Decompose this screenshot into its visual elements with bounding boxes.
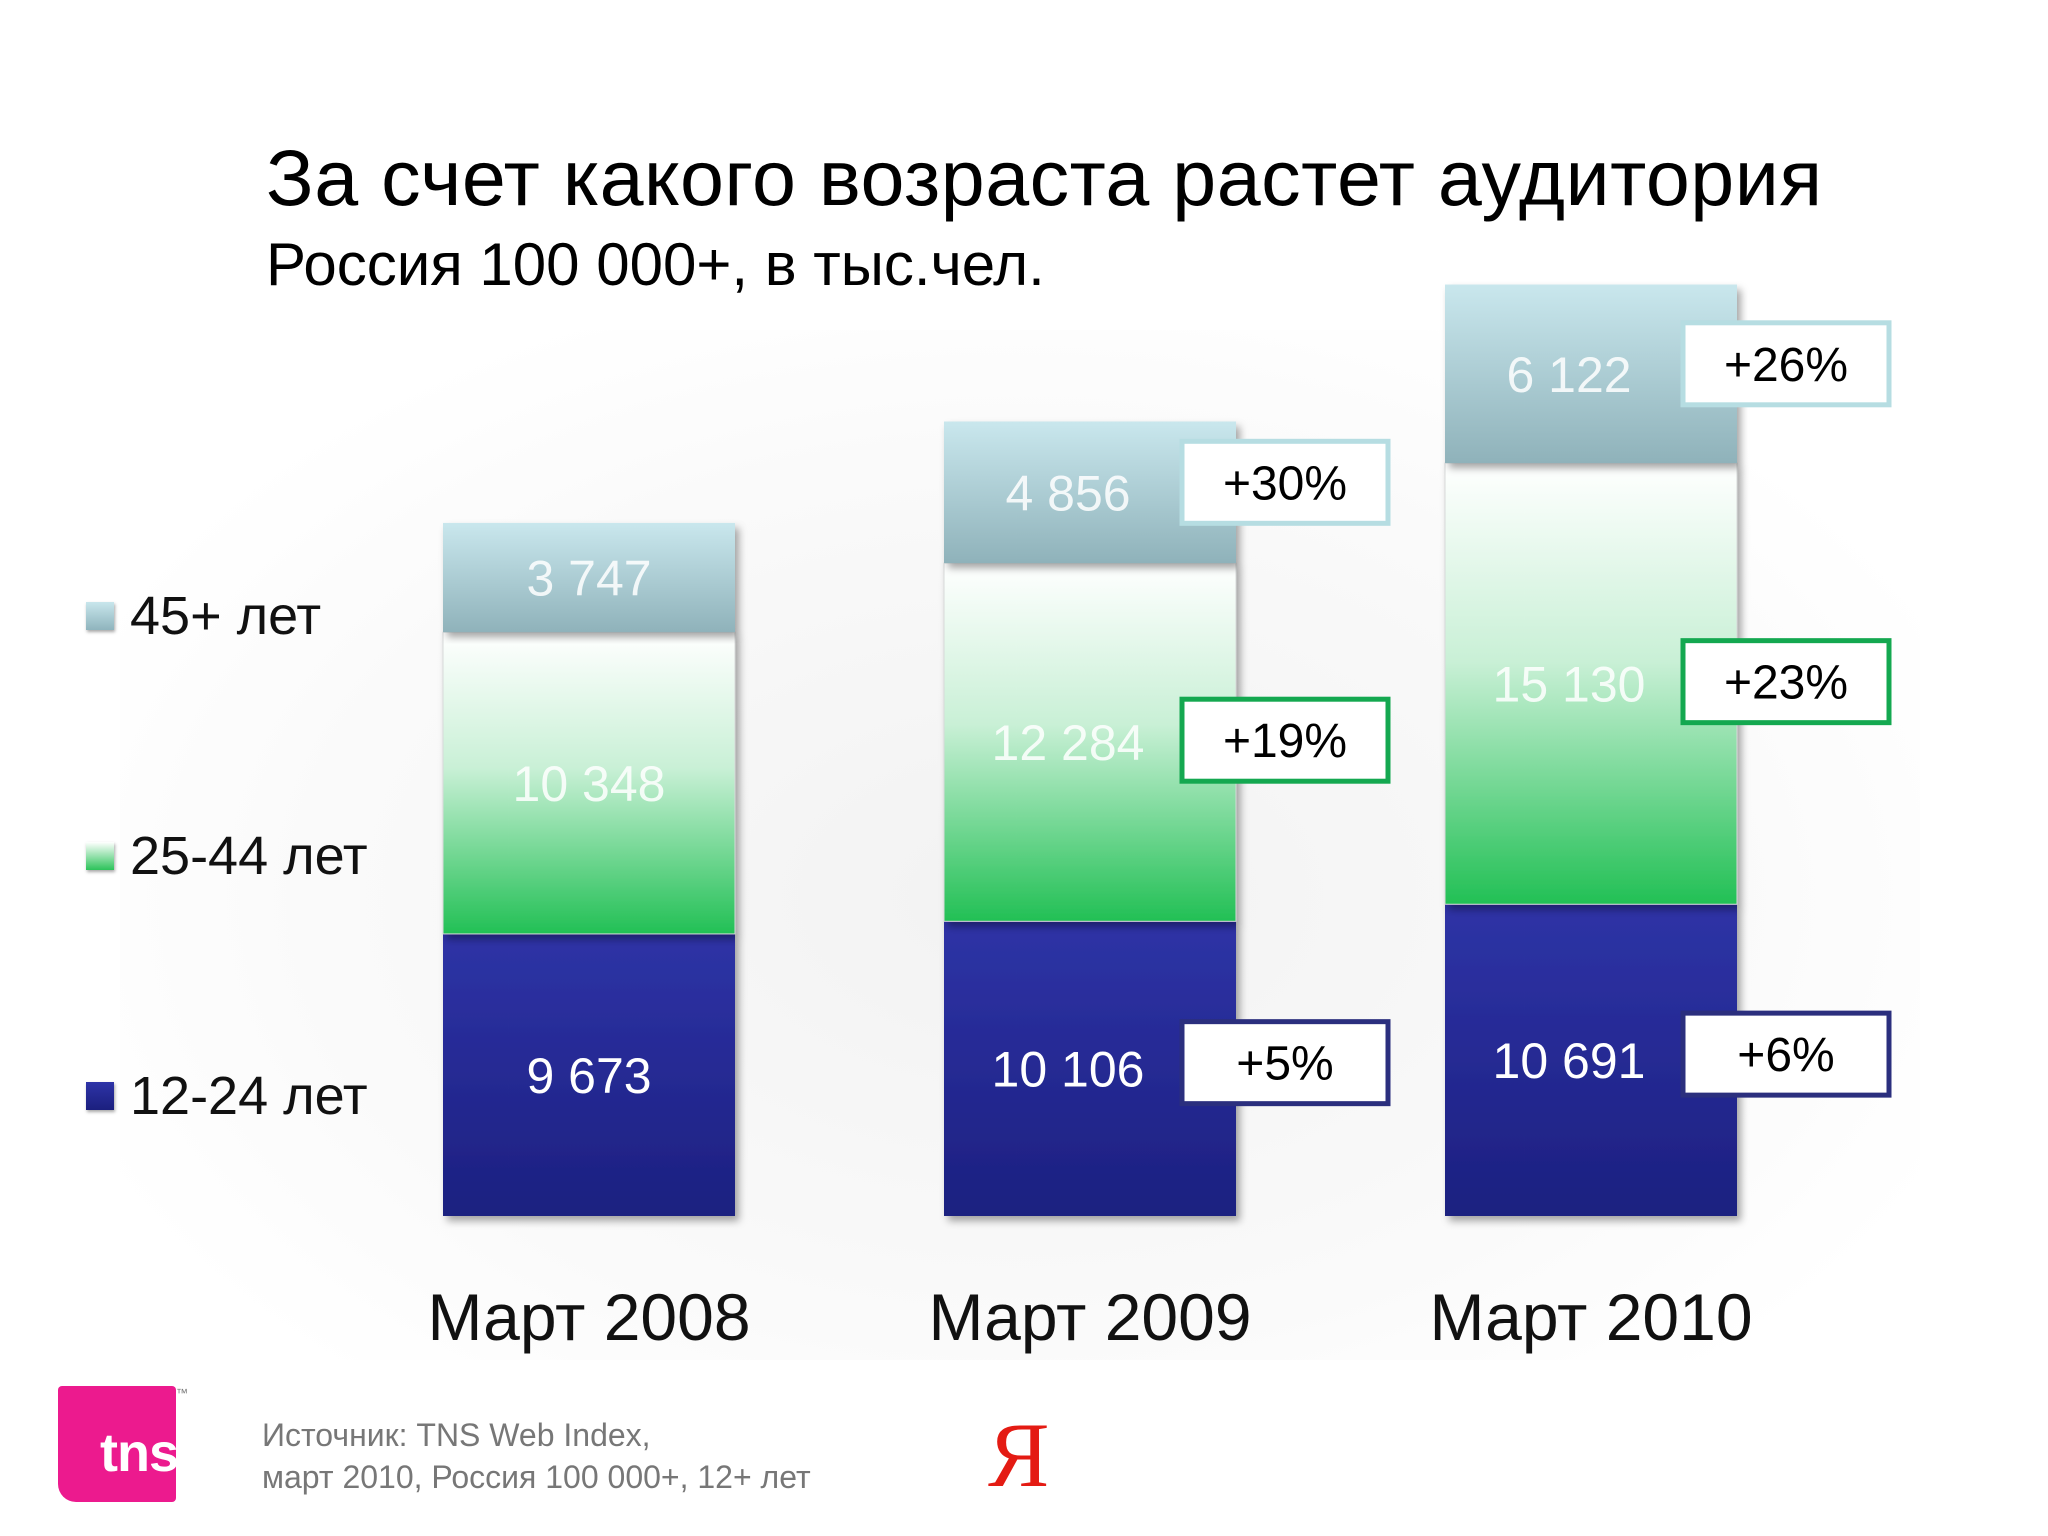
legend-swatch-45-plus	[86, 602, 114, 630]
source-line-2: март 2010, Россия 100 000+, 12+ лет	[262, 1459, 811, 1495]
tns-logo: tns	[58, 1386, 176, 1502]
growth-box-45-plus-2	[1179, 438, 1391, 526]
slide-title: За счет какого возраста растет аудитория	[266, 133, 1823, 222]
growth-box-12-24-2	[1179, 1019, 1391, 1107]
value-label-25-44-3: 15 130	[1493, 657, 1646, 713]
growth-label-45-plus-3: +26%	[1724, 339, 1848, 392]
growth-box-25-44-2	[1179, 696, 1391, 784]
growth-label-45-plus-2: +30%	[1223, 457, 1347, 510]
source-line-1: Источник: TNS Web Index,	[262, 1417, 651, 1453]
legend-swatch-25-44	[86, 842, 114, 870]
growth-label-25-44-2: +19%	[1223, 715, 1347, 768]
bar-25-44-1	[442, 631, 736, 935]
growth-label-12-24-3: +6%	[1737, 1029, 1834, 1082]
growth-box-12-24-3	[1680, 1010, 1892, 1098]
value-label-12-24-3: 10 691	[1493, 1033, 1646, 1089]
yandex-logo: Я	[988, 1404, 1050, 1506]
source-note: Источник: TNS Web Index, март 2010, Росс…	[262, 1414, 811, 1498]
category-label-2: Март 2009	[928, 1280, 1251, 1354]
legend-label-12-24: 12-24 лет	[130, 1066, 368, 1126]
tns-trademark: ™	[176, 1386, 188, 1400]
value-label-12-24-1: 9 673	[526, 1048, 651, 1104]
value-label-45-plus-2: 4 856	[1005, 465, 1130, 521]
legend-item-45-plus: 45+ лет	[86, 586, 321, 646]
category-label-3: Март 2010	[1429, 1280, 1752, 1354]
value-label-25-44-1: 10 348	[513, 756, 666, 812]
legend-item-25-44: 25-44 лет	[86, 826, 368, 886]
growth-box-45-plus-3	[1680, 320, 1892, 408]
growth-box-25-44-3	[1680, 638, 1892, 726]
slide-subtitle: Россия 100 000+, в тыс.чел.	[266, 231, 1045, 298]
value-label-12-24-2: 10 106	[992, 1042, 1145, 1098]
value-label-45-plus-3: 6 122	[1506, 347, 1631, 403]
growth-label-12-24-2: +5%	[1236, 1038, 1333, 1091]
category-label-1: Март 2008	[427, 1280, 750, 1354]
legend-swatch-12-24	[86, 1082, 114, 1110]
value-label-25-44-2: 12 284	[992, 715, 1145, 771]
tns-logo-text: tns	[100, 1423, 176, 1483]
legend-item-12-24: 12-24 лет	[86, 1066, 368, 1126]
legend-label-45-plus: 45+ лет	[130, 586, 322, 646]
bar-12-24-1	[443, 933, 735, 1216]
bar-45-plus-1	[443, 522, 735, 633]
growth-label-25-44-3: +23%	[1724, 657, 1848, 710]
legend-label-25-44: 25-44 лет	[130, 826, 368, 886]
value-label-45-plus-1: 3 747	[526, 551, 651, 607]
